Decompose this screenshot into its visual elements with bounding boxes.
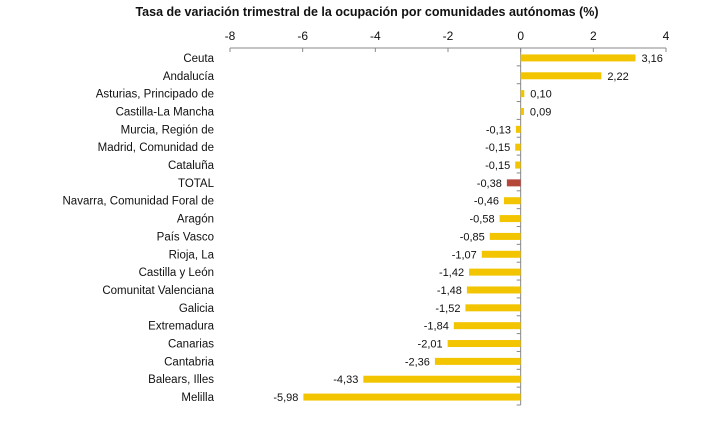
data-label: -0,85 bbox=[460, 231, 485, 243]
data-label: 3,16 bbox=[641, 53, 662, 65]
data-label: 0,09 bbox=[530, 106, 551, 118]
data-label: -1,42 bbox=[439, 267, 464, 279]
category-label: Navarra, Comunidad Foral de bbox=[63, 196, 215, 208]
x-tick-label: 0 bbox=[517, 29, 524, 43]
bar-rioja-la bbox=[481, 250, 521, 258]
x-tick-label: 4 bbox=[663, 29, 670, 43]
category-label: Murcia, Región de bbox=[121, 124, 214, 136]
data-label: 2,22 bbox=[607, 71, 628, 83]
bar-castilla-la-mancha bbox=[520, 107, 524, 115]
data-label: -1,48 bbox=[437, 285, 462, 297]
category-label: Comunitat Valenciana bbox=[102, 285, 214, 297]
x-tick-label: -2 bbox=[443, 29, 454, 43]
data-label: -1,84 bbox=[424, 321, 449, 333]
x-tick-label: -4 bbox=[370, 29, 381, 43]
bar-asturias-principado-de bbox=[520, 90, 525, 98]
data-label: -2,36 bbox=[405, 356, 430, 368]
category-label: Ceuta bbox=[183, 53, 214, 65]
bar-ceuta bbox=[520, 54, 636, 62]
category-label: Castilla-La Mancha bbox=[116, 106, 215, 118]
bar-pa-s-vasco bbox=[489, 232, 521, 240]
bar-comunitat-valenciana bbox=[466, 286, 521, 294]
bar-murcia-regi-n-de bbox=[515, 125, 521, 133]
bar-navarra-comunidad-foral-de bbox=[503, 197, 521, 205]
bar-total bbox=[506, 179, 521, 187]
category-label: Balears, Illes bbox=[148, 374, 214, 386]
x-tick-label: -6 bbox=[297, 29, 308, 43]
category-label: Andalucía bbox=[163, 71, 215, 83]
bar-melilla bbox=[303, 393, 521, 401]
bar-cantabria bbox=[434, 357, 521, 365]
data-label: -0,15 bbox=[485, 160, 510, 172]
category-label: Canarias bbox=[168, 339, 214, 351]
category-label: Asturias, Principado de bbox=[96, 89, 214, 101]
data-label: -0,46 bbox=[474, 196, 499, 208]
category-label: Castilla y León bbox=[139, 267, 214, 279]
category-label: Melilla bbox=[181, 392, 214, 404]
data-label: -0,13 bbox=[486, 124, 511, 136]
data-label: -5,98 bbox=[273, 392, 298, 404]
data-label: 0,10 bbox=[530, 89, 551, 101]
bar-canarias bbox=[447, 340, 521, 348]
data-label: -2,01 bbox=[418, 339, 443, 351]
bar-catalu-a bbox=[515, 161, 521, 169]
data-label: -1,52 bbox=[435, 303, 460, 315]
category-label: TOTAL bbox=[178, 178, 215, 190]
category-label: Cantabria bbox=[164, 356, 214, 368]
x-tick-label: 2 bbox=[590, 29, 597, 43]
category-label: Aragón bbox=[177, 214, 214, 226]
x-tick-label: -8 bbox=[225, 29, 236, 43]
bar-andaluc-a bbox=[520, 72, 602, 80]
category-label: Madrid, Comunidad de bbox=[98, 142, 214, 154]
chart-title: Tasa de variación trimestral de la ocupa… bbox=[135, 5, 598, 19]
category-label: Galicia bbox=[179, 303, 215, 315]
category-label: Rioja, La bbox=[169, 249, 215, 261]
data-label: -0,58 bbox=[470, 214, 495, 226]
bar-extremadura bbox=[453, 322, 521, 330]
data-label: -0,38 bbox=[477, 178, 502, 190]
bar-arag-n bbox=[499, 215, 521, 223]
bar-madrid-comunidad-de bbox=[515, 143, 521, 151]
category-label: Cataluña bbox=[168, 160, 215, 172]
bar-galicia bbox=[465, 304, 521, 312]
data-label: -0,15 bbox=[485, 142, 510, 154]
category-label: Extremadura bbox=[148, 321, 214, 333]
category-label: País Vasco bbox=[157, 231, 214, 243]
bar-castilla-y-le-n bbox=[469, 268, 521, 276]
data-label: -1,07 bbox=[452, 249, 477, 261]
bar-balears-illes bbox=[363, 375, 521, 383]
data-label: -4,33 bbox=[333, 374, 358, 386]
